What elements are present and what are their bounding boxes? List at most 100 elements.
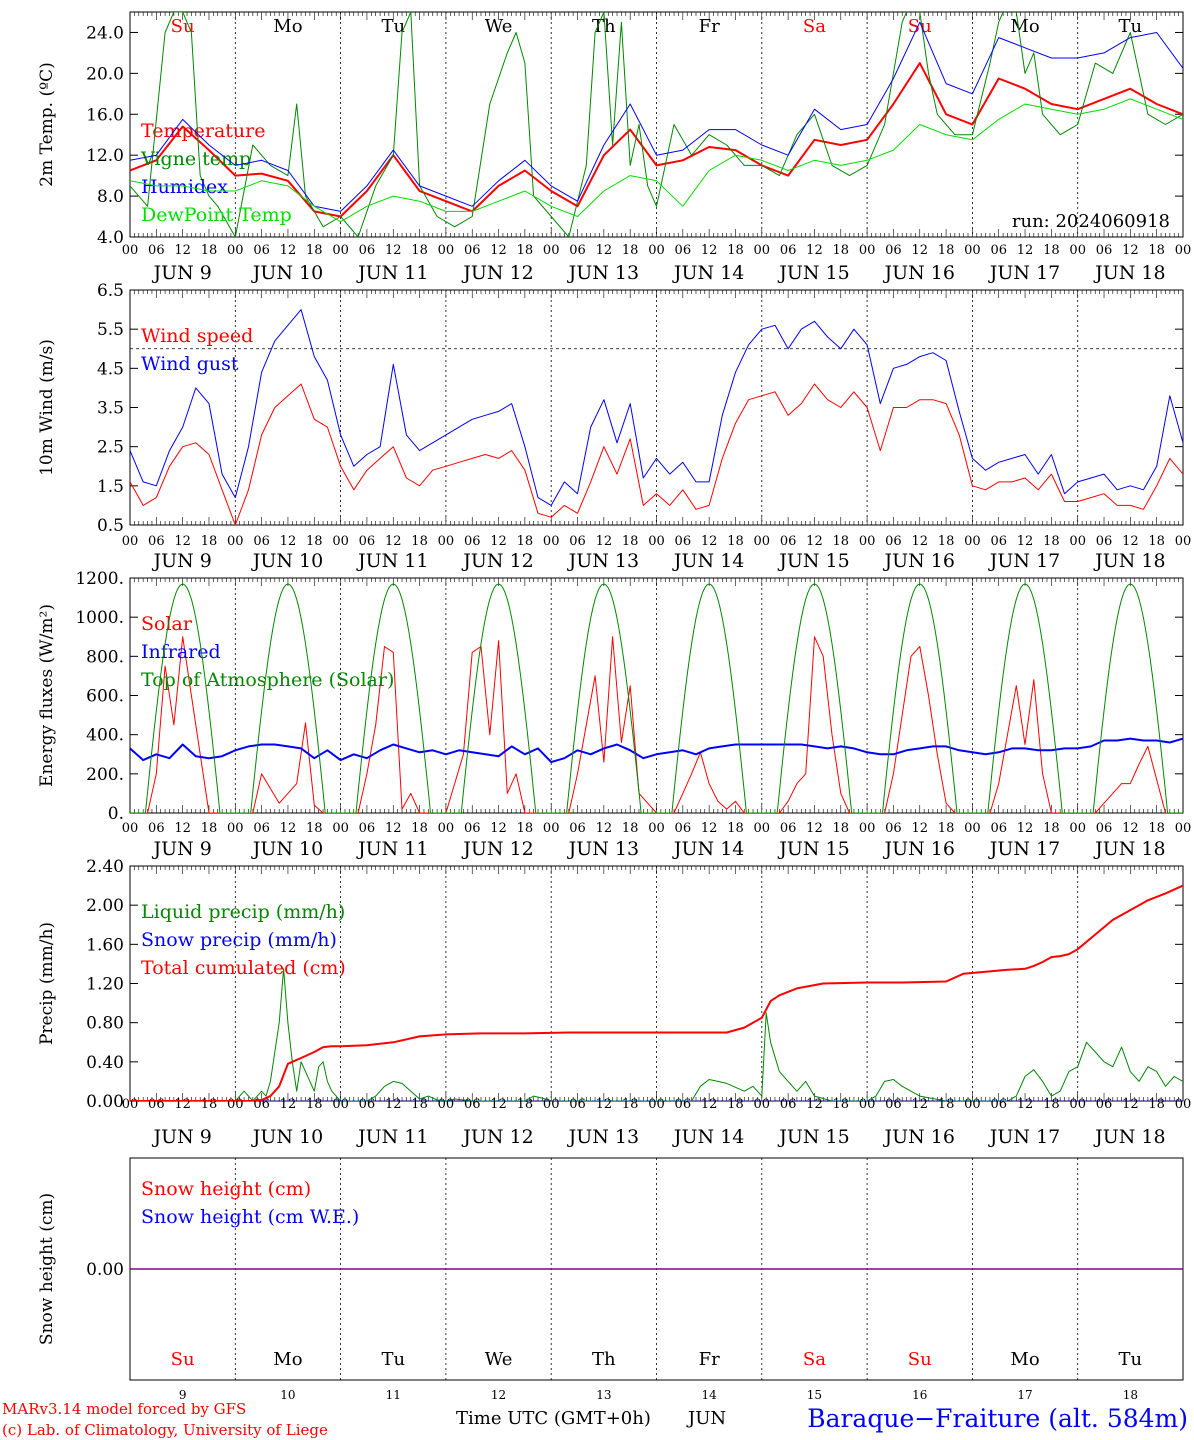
hour-tick-label: 18 [1148,534,1165,549]
hour-tick-label: 00 [1069,534,1086,549]
hour-tick-label: 18 [727,1097,744,1112]
date-label: JUN 10 [251,1126,323,1148]
hour-tick-label: 18 [201,243,218,258]
hour-tick-label: 18 [1043,821,1060,836]
y-tick-label: 8.0 [97,187,124,207]
series-line-dewpoint-temp [130,98,1183,223]
date-label: JUN 16 [883,1126,955,1148]
series-line-top-of-atmosphere-solar- [130,583,1183,813]
hour-tick-label: 18 [938,821,955,836]
hour-tick-label: 06 [359,1097,376,1112]
hour-tick-label: 00 [1069,243,1086,258]
date-label: JUN 13 [567,550,639,572]
legend-entry: Total cumulated (cm) [141,957,346,979]
series-line-wind-gust [130,309,1183,506]
y-tick-label: 2.5 [97,438,124,458]
hour-tick-label: 18 [201,821,218,836]
hour-tick-label: 18 [411,821,428,836]
y-tick-label: 1.5 [97,477,124,497]
hour-tick-label: 06 [148,243,165,258]
series-line-liquid-precip-mm-h- [130,968,1183,1101]
hour-tick-label: 18 [517,1097,534,1112]
date-label: JUN 14 [672,1126,744,1148]
hour-tick-label: 06 [675,534,692,549]
hour-tick-label: 00 [122,534,139,549]
hour-tick-label: 12 [596,1097,613,1112]
hour-tick-label: 18 [622,1097,639,1112]
legend-entry: Temperature [141,120,265,142]
hour-tick-label: 12 [385,821,402,836]
legend-entry: Wind speed [141,325,253,347]
day-number: 10 [280,1388,295,1402]
hour-tick-label: 06 [780,534,797,549]
hour-tick-label: 18 [1043,1097,1060,1112]
hour-tick-label: 12 [806,243,823,258]
date-label: JUN 15 [777,262,849,284]
hour-tick-label: 18 [833,243,850,258]
y-tick-label: 12.0 [86,146,124,166]
hour-tick-label: 12 [385,243,402,258]
hour-tick-label: 00 [1175,534,1192,549]
hour-tick-label: 12 [1017,821,1034,836]
hour-tick-label: 00 [1175,1097,1192,1112]
hour-tick-label: 18 [833,1097,850,1112]
date-label: JUN 18 [1093,838,1165,860]
day-number: 17 [1017,1388,1032,1402]
hour-tick-label: 06 [1096,1097,1113,1112]
hour-tick-label: 12 [385,1097,402,1112]
day-number: 11 [386,1388,401,1402]
month-label: JUN [686,1408,726,1429]
hour-tick-label: 12 [174,821,191,836]
hour-tick-label: 12 [490,534,507,549]
hour-tick-label: 12 [1017,1097,1034,1112]
hour-tick-label: 00 [332,1097,349,1112]
hour-tick-label: 00 [1175,243,1192,258]
hour-tick-label: 18 [727,243,744,258]
hour-tick-label: 00 [227,821,244,836]
date-label: JUN 15 [777,1126,849,1148]
hour-tick-label: 18 [833,821,850,836]
day-number: 18 [1123,1388,1138,1402]
y-tick-label: 1.60 [86,935,124,955]
date-label: JUN 17 [988,838,1060,860]
date-label: JUN 12 [461,838,533,860]
hour-tick-label: 06 [990,534,1007,549]
y-tick-label: 20.0 [86,64,124,84]
hour-tick-label: 18 [727,821,744,836]
hour-tick-label: 06 [780,1097,797,1112]
hour-tick-label: 00 [754,821,771,836]
date-label: JUN 11 [356,262,428,284]
hour-tick-label: 00 [438,243,455,258]
y-tick-label: 0.40 [86,1053,124,1073]
hour-tick-label: 00 [1175,821,1192,836]
hour-tick-label: 06 [990,821,1007,836]
hour-tick-label: 00 [122,243,139,258]
legend-entry: DewPoint Temp [141,204,292,226]
y-tick-label: 24.0 [86,23,124,43]
hour-tick-label: 12 [490,1097,507,1112]
hour-tick-label: 12 [701,821,718,836]
hour-tick-label: 06 [359,243,376,258]
hour-tick-label: 18 [306,821,323,836]
hour-tick-label: 12 [596,243,613,258]
weekday-label: Mo [1010,16,1039,37]
date-label: JUN 17 [988,262,1060,284]
hour-tick-label: 18 [833,534,850,549]
hour-tick-label: 06 [675,1097,692,1112]
hour-tick-label: 12 [1122,1097,1139,1112]
hour-tick-label: 18 [517,243,534,258]
date-label: JUN 12 [461,550,533,572]
hour-tick-label: 06 [1096,821,1113,836]
station-title: Baraque−Fraiture (alt. 584m) [807,1404,1188,1433]
day-number: 16 [912,1388,927,1402]
legend-entry: Humidex [141,176,228,198]
x-axis-label: Time UTC (GMT+0h) [456,1408,651,1429]
y-tick-label: 4.0 [97,228,124,248]
hour-tick-label: 00 [1069,821,1086,836]
weekday-label: Fr [699,16,720,37]
hour-tick-label: 06 [253,243,270,258]
hour-tick-label: 12 [280,534,297,549]
hour-tick-label: 06 [1096,243,1113,258]
hour-tick-label: 18 [938,1097,955,1112]
date-label: JUN 11 [356,838,428,860]
